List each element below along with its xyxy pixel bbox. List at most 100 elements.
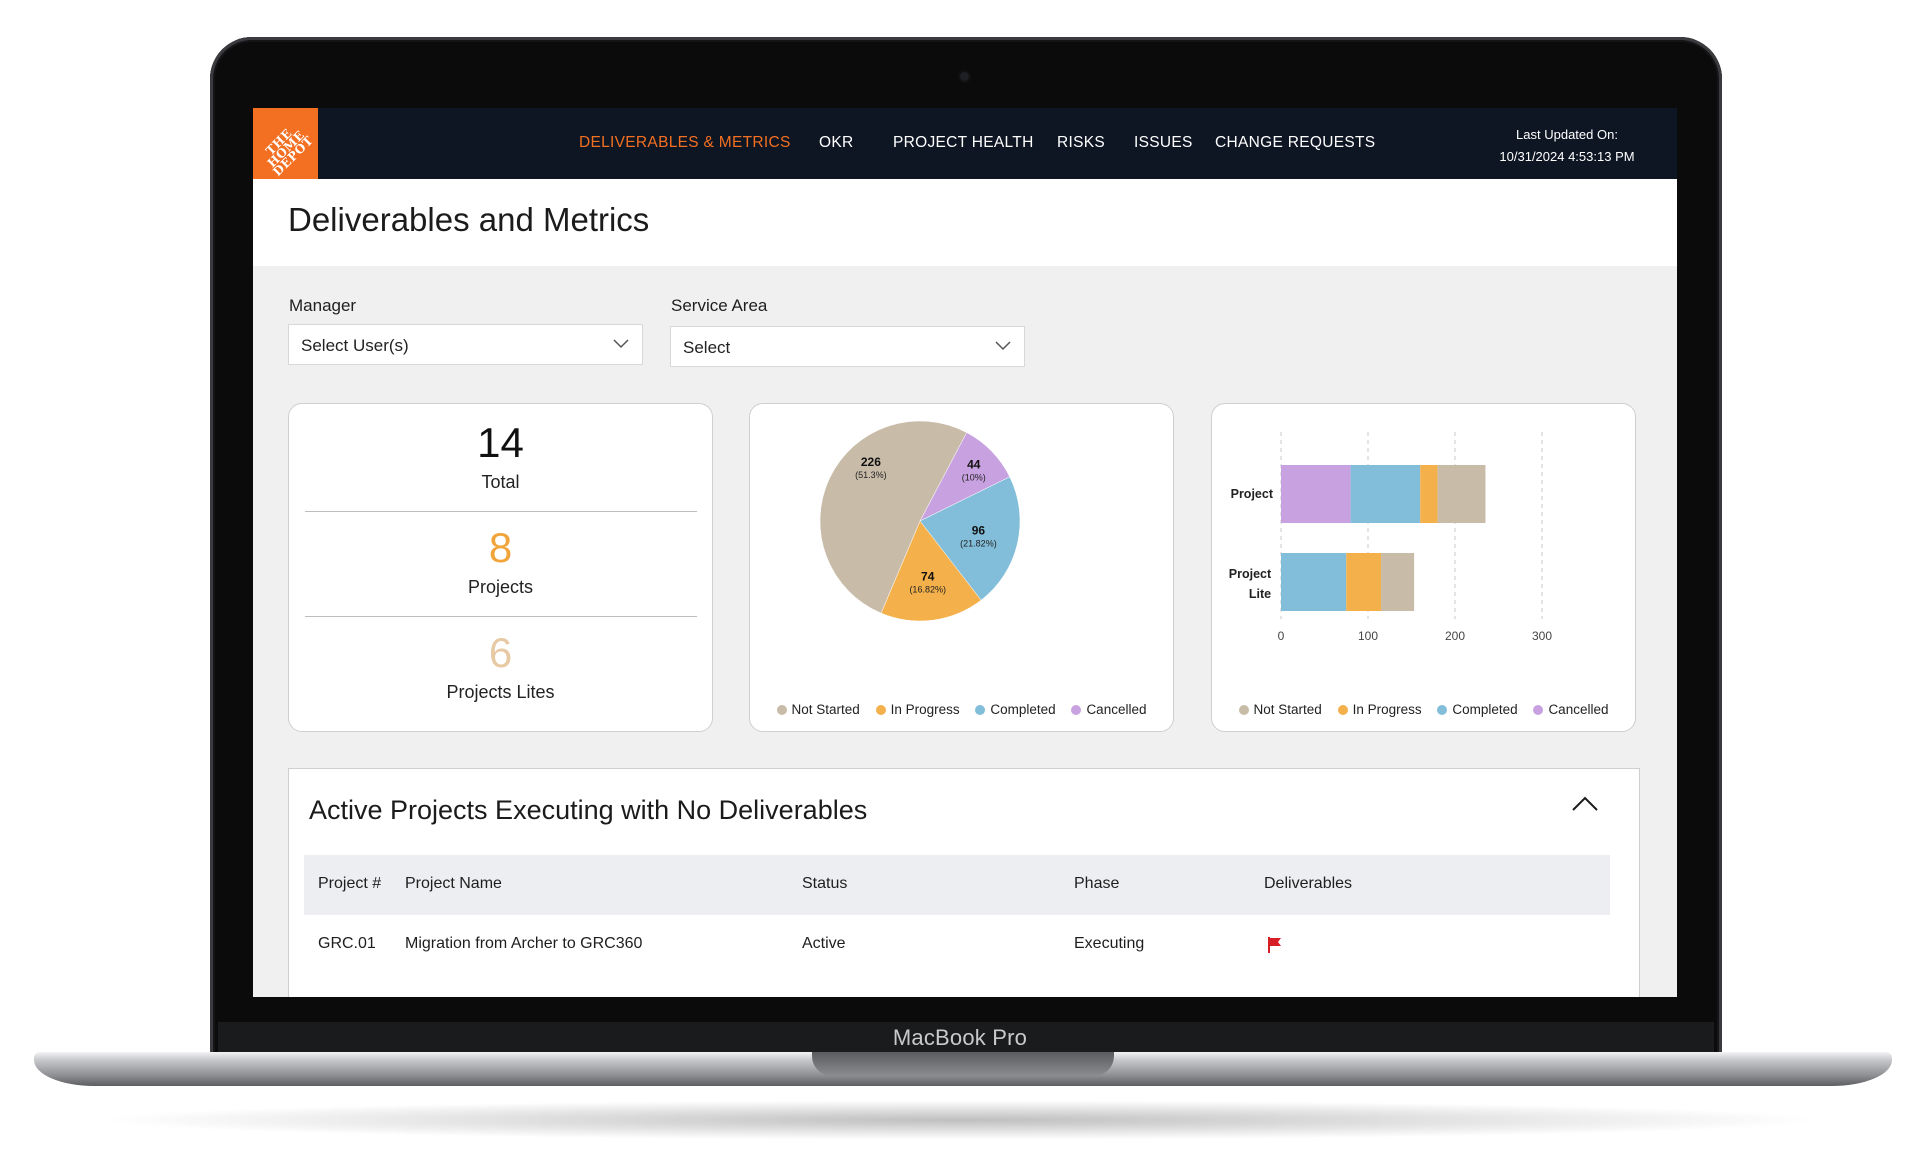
legend-swatch	[1437, 705, 1448, 715]
chevron-down-icon	[613, 339, 629, 349]
page-title: Deliverables and Metrics	[288, 201, 650, 238]
no-deliverables-panel: Active Projects Executing with No Delive…	[288, 768, 1640, 997]
screen: THE HOME DEPOT DELIVERABLES & METRICS OK…	[253, 108, 1677, 997]
chevron-down-icon	[995, 341, 1011, 351]
nav-issues[interactable]: ISSUES	[1134, 134, 1193, 151]
pie-value-label: 96	[972, 524, 986, 538]
manager-select-value: Select User(s)	[301, 336, 409, 355]
cell-status: Active	[802, 935, 846, 952]
legend-label: Not Started	[1253, 702, 1322, 717]
legend-not-started: Not Started	[776, 702, 860, 717]
total-stat: 14 Total	[289, 420, 712, 493]
manager-label: Manager	[289, 296, 357, 315]
y-category-label: Lite	[1249, 587, 1271, 601]
service-area-label: Service Area	[671, 296, 768, 315]
bar-segment-in-progress[interactable]	[1346, 553, 1382, 611]
pie-percent-label: (51.3%)	[855, 470, 887, 480]
legend-cancelled: Cancelled	[1071, 702, 1146, 717]
pie-percent-label: (10%)	[962, 473, 986, 483]
y-category-label: Project	[1229, 567, 1272, 581]
nav-deliverables-metrics[interactable]: DELIVERABLES & METRICS	[579, 134, 791, 151]
divider	[305, 616, 697, 617]
table-row[interactable]: GRC.01 Migration from Archer to GRC360 A…	[304, 915, 1610, 975]
x-tick-label: 100	[1358, 629, 1378, 643]
column-header-phase[interactable]: Phase	[1074, 875, 1120, 892]
bar-legend: Not Started In Progress Completed Cancel…	[1212, 702, 1635, 717]
bar-segment-not-started[interactable]	[1437, 465, 1486, 523]
legend-label: Cancelled	[1086, 702, 1147, 717]
last-updated: Last Updated On: 10/31/2024 4:53:13 PM	[1477, 124, 1657, 168]
pie-slice-completed[interactable]	[919, 476, 1021, 601]
column-header-status[interactable]: Status	[802, 875, 848, 892]
project-lites-stat: 6 Projects Lites	[289, 630, 712, 703]
pie-percent-label: (16.82%)	[909, 585, 946, 595]
legend-swatch	[975, 705, 986, 715]
pie-legend: Not Started In Progress Completed Cancel…	[750, 702, 1173, 717]
laptop-notch	[812, 1052, 1114, 1076]
nav-project-health[interactable]: PROJECT HEALTH	[893, 134, 1034, 151]
nav-risks[interactable]: RISKS	[1057, 134, 1106, 151]
manager-select[interactable]: Select User(s)	[288, 324, 643, 365]
pie-slice-in-progress[interactable]	[880, 520, 982, 622]
pie-chart-card: 44 (10%) 96 (21.82%) 74 (16.82%) 226 (51.3%) No…	[749, 403, 1174, 732]
section-title: Active Projects Executing with No Delive…	[309, 795, 868, 825]
legend-completed: Completed	[975, 702, 1056, 717]
cell-project-number: GRC.01	[318, 935, 376, 952]
legend-swatch	[1238, 705, 1249, 715]
camera-icon	[960, 72, 969, 81]
last-updated-value: 10/31/2024 4:53:13 PM	[1499, 149, 1635, 164]
cell-phase: Executing	[1074, 935, 1145, 952]
column-header-deliverables[interactable]: Deliverables	[1264, 875, 1353, 892]
table-header: Project # Project Name Status Phase Deli…	[304, 855, 1610, 915]
bar-segment-completed[interactable]	[1350, 465, 1421, 523]
device-label: MacBook Pro	[892, 1025, 1028, 1050]
column-header-project-name[interactable]: Project Name	[405, 875, 502, 892]
projects-stat: 8 Projects	[289, 525, 712, 598]
bar-chart-card: 0 100 200 300 Project Project Lite Not Started…	[1211, 403, 1636, 732]
home-depot-logo[interactable]: THE HOME DEPOT	[253, 108, 318, 179]
total-value: 14	[477, 419, 524, 466]
service-area-select-value: Select	[683, 338, 731, 357]
pie-value-label: 74	[921, 570, 935, 584]
pie-value-label: 226	[861, 455, 881, 469]
legend-swatch	[1533, 705, 1544, 715]
column-header-project-number[interactable]: Project #	[318, 875, 382, 892]
last-updated-label: Last Updated On:	[1516, 127, 1618, 142]
chevron-up-icon[interactable]	[1571, 793, 1599, 813]
legend-swatch	[1337, 705, 1348, 715]
legend-completed: Completed	[1437, 702, 1518, 717]
legend-swatch	[1071, 705, 1082, 715]
top-nav-bar: THE HOME DEPOT DELIVERABLES & METRICS OK…	[253, 108, 1677, 179]
legend-label: Completed	[990, 702, 1056, 717]
legend-swatch	[776, 705, 787, 715]
nav-okr[interactable]: OKR	[819, 134, 854, 151]
legend-in-progress: In Progress	[875, 702, 960, 717]
project-lites-value: 6	[488, 629, 513, 676]
service-area-select[interactable]: Select	[670, 326, 1025, 367]
nav-change-requests[interactable]: CHANGE REQUESTS	[1215, 134, 1376, 151]
legend-label: Not Started	[791, 702, 860, 717]
red-flag-icon[interactable]	[1267, 936, 1283, 954]
y-category-label: Project	[1231, 487, 1274, 501]
legend-swatch	[875, 705, 886, 715]
cell-project-name: Migration from Archer to GRC360	[405, 935, 643, 952]
legend-label: Cancelled	[1548, 702, 1609, 717]
pie-slice-not-started[interactable]	[819, 420, 967, 614]
pie-value-label: 44	[967, 458, 981, 472]
projects-value: 8	[488, 524, 513, 571]
legend-not-started: Not Started	[1238, 702, 1322, 717]
title-bar: Deliverables and Metrics	[253, 179, 1677, 266]
laptop-shadow	[90, 1100, 1830, 1140]
legend-label: In Progress	[1352, 702, 1422, 717]
bar-segment-cancelled[interactable]	[1281, 465, 1351, 523]
legend-cancelled: Cancelled	[1533, 702, 1608, 717]
bar-segment-in-progress[interactable]	[1420, 465, 1438, 523]
bar-segment-not-started[interactable]	[1381, 553, 1415, 611]
legend-in-progress: In Progress	[1337, 702, 1422, 717]
projects-label: Projects	[467, 577, 534, 597]
bar-segment-completed[interactable]	[1281, 553, 1347, 611]
pie-percent-label: (21.82%)	[960, 539, 997, 549]
summary-card: 14 Total 8 Projects 6 Projects Lites	[288, 403, 713, 732]
x-tick-label: 0	[1278, 629, 1285, 643]
logo-text: THE HOME DEPOT	[263, 126, 316, 179]
